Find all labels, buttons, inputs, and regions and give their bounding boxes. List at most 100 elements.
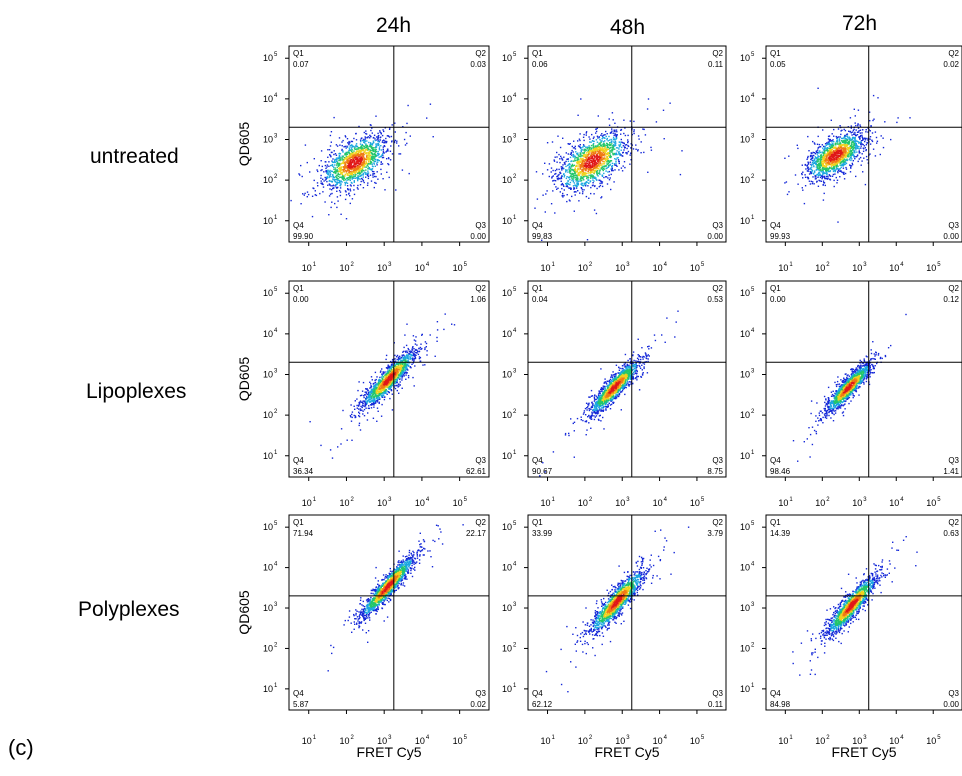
event-dot xyxy=(622,165,624,167)
event-dot xyxy=(828,135,831,137)
event-dot xyxy=(856,147,858,149)
event-dot xyxy=(550,167,553,169)
event-dot xyxy=(615,138,617,140)
event-dot xyxy=(829,149,832,151)
event-dot xyxy=(351,177,354,179)
event-dot xyxy=(823,158,826,160)
event-dot xyxy=(612,146,614,148)
event-dot xyxy=(835,146,837,148)
event-dot xyxy=(335,144,338,146)
event-dot xyxy=(845,166,847,169)
event-dot xyxy=(819,162,821,165)
event-dot xyxy=(826,157,828,159)
event-dot xyxy=(568,169,571,171)
event-dot xyxy=(784,157,786,159)
event-dot xyxy=(367,159,369,161)
event-dot xyxy=(607,164,610,166)
event-dot xyxy=(387,366,390,369)
event-dot xyxy=(347,169,349,171)
event-dot xyxy=(848,147,851,149)
event-dot xyxy=(326,172,328,175)
event-dot xyxy=(377,150,379,153)
event-dot xyxy=(365,392,368,394)
event-dot xyxy=(810,172,813,174)
event-dot xyxy=(841,137,844,140)
event-dot xyxy=(579,180,581,182)
event-dot xyxy=(849,147,852,149)
event-dot xyxy=(387,157,390,159)
event-dot xyxy=(359,165,361,167)
event-dot xyxy=(378,147,381,150)
event-dot xyxy=(577,157,579,159)
event-dot xyxy=(569,166,571,168)
event-dot xyxy=(358,125,360,128)
event-dot xyxy=(864,140,866,143)
event-dot xyxy=(836,182,838,184)
event-dot xyxy=(825,169,828,171)
event-dot xyxy=(807,161,809,163)
event-dot xyxy=(347,164,349,167)
event-dot xyxy=(569,171,571,173)
event-dot xyxy=(353,177,355,179)
event-dot xyxy=(329,173,332,175)
event-dot xyxy=(366,152,368,154)
event-dot xyxy=(320,169,322,172)
event-dot xyxy=(616,157,618,159)
event-dot xyxy=(611,141,613,143)
event-dot xyxy=(591,171,593,173)
event-dot xyxy=(400,363,402,365)
event-dot xyxy=(320,160,322,162)
event-dot xyxy=(344,181,346,184)
event-dot xyxy=(398,385,400,387)
event-dot xyxy=(583,133,585,136)
event-dot xyxy=(822,184,824,186)
event-dot xyxy=(399,366,402,369)
event-dot xyxy=(338,170,341,173)
event-dot xyxy=(421,347,423,350)
event-dot xyxy=(349,160,351,162)
event-dot xyxy=(822,163,824,166)
event-dot xyxy=(556,178,559,180)
event-dot xyxy=(570,188,572,190)
event-dot xyxy=(823,182,825,184)
event-dot xyxy=(580,183,582,185)
event-dot xyxy=(838,168,841,170)
event-dot xyxy=(602,158,605,160)
event-dot xyxy=(611,128,613,130)
event-dot xyxy=(569,178,571,181)
event-dot xyxy=(633,130,635,133)
event-dot xyxy=(554,180,557,182)
event-dot xyxy=(837,156,839,158)
event-dot xyxy=(624,127,626,129)
event-dot xyxy=(381,373,383,375)
event-dot xyxy=(361,137,363,139)
event-dot xyxy=(399,384,401,386)
event-dot xyxy=(368,167,371,169)
event-dot xyxy=(858,158,860,160)
event-dot xyxy=(375,182,377,184)
event-dot xyxy=(343,168,346,170)
event-dot xyxy=(577,114,579,116)
event-dot xyxy=(830,150,833,152)
event-dot xyxy=(595,139,598,141)
event-dot xyxy=(599,179,601,181)
event-dot xyxy=(807,176,809,179)
event-dot xyxy=(837,151,840,153)
event-dot xyxy=(581,147,583,149)
event-dot xyxy=(394,131,396,133)
event-dot xyxy=(347,157,349,159)
event-dot xyxy=(589,155,592,157)
event-dot xyxy=(616,131,618,133)
quadrant-value-q4: 99.93 xyxy=(770,232,791,241)
event-dot xyxy=(363,160,365,162)
event-dot xyxy=(615,153,617,155)
event-dot xyxy=(859,141,862,144)
event-dot xyxy=(847,147,849,149)
event-dot xyxy=(363,147,365,150)
event-dot xyxy=(827,177,829,179)
event-dot xyxy=(365,162,368,164)
event-dot xyxy=(627,145,630,148)
event-dot xyxy=(834,161,837,163)
event-dot xyxy=(595,177,597,179)
event-dot xyxy=(596,155,599,157)
